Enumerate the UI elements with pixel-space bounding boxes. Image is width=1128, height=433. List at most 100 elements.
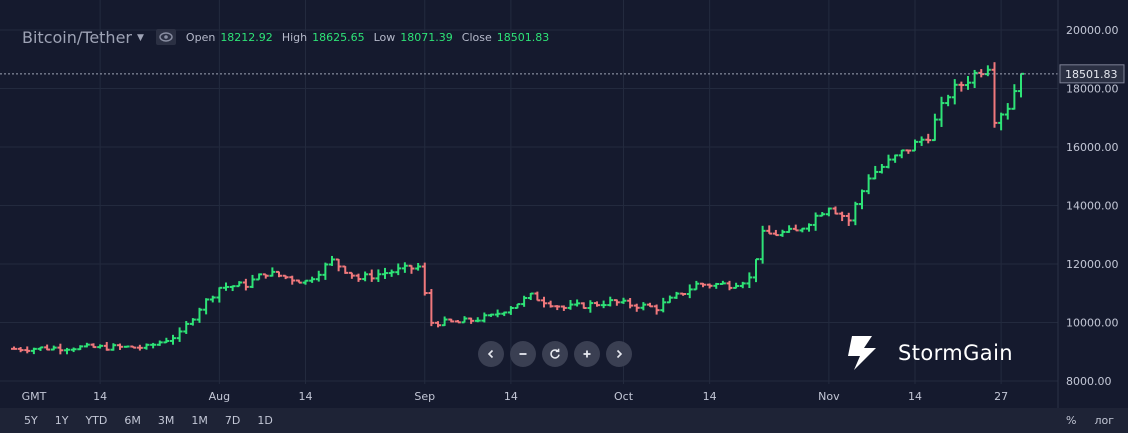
ohlc-bar: [494, 309, 501, 318]
ohlc-bar: [885, 154, 892, 169]
ohlc-bar: [872, 165, 879, 180]
y-tick-label: 16000.00: [1066, 141, 1119, 154]
reset-button[interactable]: [542, 341, 568, 367]
refresh-icon: [550, 348, 560, 359]
ohlc-bar: [362, 271, 369, 282]
ohlc-bar: [766, 225, 773, 235]
ohlc-bar: [806, 223, 812, 232]
log-scale-toggle[interactable]: лог: [1094, 414, 1114, 427]
ohlc-bar: [554, 305, 561, 311]
ohlc-bar: [680, 292, 687, 296]
ohlc-bar: [779, 229, 786, 237]
range-1m[interactable]: 1M: [191, 414, 208, 427]
ohlc-bar: [461, 316, 468, 324]
ohlc-bar: [130, 345, 137, 349]
ohlc-bar: [421, 262, 428, 296]
ohlc-bar: [382, 267, 388, 279]
ohlc-bar: [183, 321, 190, 334]
ohlc-bar: [368, 269, 375, 282]
ohlc-bar: [686, 284, 693, 299]
ohlc-bar: [971, 69, 978, 88]
brand-name: StormGain: [898, 341, 1014, 365]
range-1y[interactable]: 1Y: [54, 414, 69, 427]
ohlc-bar: [448, 318, 455, 323]
range-ytd[interactable]: YTD: [85, 414, 108, 427]
ohlc-bar: [295, 279, 302, 284]
ohlc-bar: [315, 270, 322, 282]
ohlc-bar: [587, 300, 594, 313]
ohlc-bar: [302, 279, 309, 285]
ohlc-bar: [825, 207, 832, 217]
ohlc-bar: [37, 346, 44, 351]
ohlc-bar: [223, 282, 229, 291]
ohlc-bar: [176, 327, 183, 342]
ohlc-bar: [342, 265, 349, 274]
ohlc-bar: [269, 267, 276, 277]
scroll-left-button[interactable]: [478, 341, 504, 367]
ohlc-bar: [83, 342, 90, 348]
ohlc-bar: [1018, 72, 1024, 98]
x-tick-label: Nov: [818, 390, 840, 403]
ohlc-bar: [90, 343, 97, 349]
ohlc-bar: [1004, 103, 1011, 120]
ohlc-bar: [819, 211, 826, 217]
y-tick-label: 10000.00: [1066, 317, 1119, 330]
ohlc-bar: [501, 311, 508, 317]
ohlc-bar: [633, 303, 640, 312]
scroll-right-button[interactable]: [606, 341, 632, 367]
ohlc-bar: [521, 295, 528, 307]
ohlc-bar: [30, 347, 37, 355]
ohlc-bar: [488, 313, 494, 317]
ohlc-bar: [309, 276, 316, 283]
ohlc-bar: [415, 262, 422, 271]
ohlc-bar: [103, 341, 110, 351]
ohlc-bar: [189, 318, 196, 326]
y-tick-label: 8000.00: [1066, 375, 1112, 388]
ohlc-bar: [428, 289, 435, 327]
ohlc-bar: [753, 258, 759, 283]
ohlc-bar: [196, 307, 203, 323]
ohlc-bar: [454, 319, 461, 324]
ohlc-bar: [77, 345, 84, 351]
ohlc-bar: [898, 149, 905, 159]
ohlc-bar: [713, 282, 720, 289]
x-tick-label: 27: [994, 390, 1008, 403]
ohlc-close-key: Close: [461, 30, 492, 44]
ohlc-bar: [607, 296, 614, 307]
ohlc-bar: [375, 269, 382, 282]
range-3m[interactable]: 3M: [157, 414, 175, 427]
ohlc-open-key: Open: [185, 30, 216, 44]
price-chart[interactable]: 8000.00 10000.00 12000.00 14000.00 16000.00 1…: [0, 0, 1128, 408]
ohlc-bar: [660, 297, 667, 313]
zoom-in-button[interactable]: [574, 341, 600, 367]
ohlc-bar: [772, 229, 779, 237]
ohlc-bar: [746, 272, 753, 289]
ohlc-bar: [726, 280, 733, 291]
last-price-tag: 18501.83: [1059, 64, 1125, 84]
ohlc-bar: [249, 274, 256, 289]
brand-watermark: StormGain: [842, 334, 1013, 372]
range-7d[interactable]: 7D: [224, 414, 241, 427]
ohlc-bar: [613, 299, 620, 306]
ohlc-bar: [878, 163, 885, 174]
eye-icon[interactable]: [155, 29, 176, 45]
ohlc-bar: [435, 321, 441, 328]
ohlc-bar: [832, 206, 839, 215]
ohlc-bar: [998, 112, 1005, 131]
percent-scale-toggle[interactable]: %: [1066, 414, 1077, 427]
range-1d[interactable]: 1D: [257, 414, 273, 427]
ohlc-open-value: 18212.92: [220, 30, 273, 44]
chart-legend: Bitcoin/Tether ▼ Open 18212.92 High 1862…: [22, 26, 553, 48]
x-tick-label: 14: [908, 390, 922, 403]
ohlc-bar: [792, 224, 799, 232]
range-5y[interactable]: 5Y: [24, 414, 38, 427]
ohlc-bar: [216, 286, 223, 303]
range-6m[interactable]: 6M: [124, 414, 141, 427]
ohlc-bar: [329, 255, 335, 266]
ohlc-bar: [242, 278, 249, 291]
symbol-selector[interactable]: Bitcoin/Tether ▼: [22, 28, 144, 47]
zoom-out-button[interactable]: [510, 341, 536, 367]
ohlc-low-value: 18071.39: [400, 30, 453, 44]
ohlc-bar: [514, 303, 521, 310]
ohlc-bar: [865, 174, 872, 195]
